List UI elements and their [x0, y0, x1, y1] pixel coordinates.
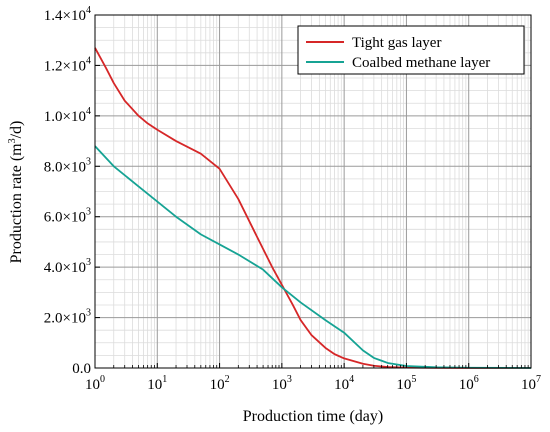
x-tick-label: 107	[521, 374, 541, 393]
y-tick-label: 6.0×103	[44, 207, 91, 226]
y-tick-label: 1.2×104	[44, 55, 91, 74]
legend-label-tight-gas: Tight gas layer	[352, 35, 441, 51]
y-tick-label: 0.0	[72, 361, 91, 377]
x-tick-label: 101	[147, 374, 167, 393]
series-line-0	[94, 47, 532, 369]
y-tick-label: 2.0×103	[44, 308, 91, 327]
y-tick-label: 4.0×103	[44, 257, 91, 276]
x-tick-label: 102	[210, 374, 230, 393]
x-tick-label: 103	[272, 374, 292, 393]
x-tick-label: 105	[396, 374, 416, 393]
y-axis-title-tail: /d)	[8, 121, 25, 139]
x-tick-label: 104	[334, 374, 354, 393]
plot-frame	[94, 14, 532, 369]
y-tick-label: 8.0×103	[44, 156, 91, 175]
axis-ticks	[94, 14, 532, 369]
x-tick-labels: 100 101 102 103 104 105 106 107	[85, 374, 541, 393]
y-tick-label: 1.4×104	[44, 5, 91, 24]
y-tick-labels: 0.0 2.0×103 4.0×103 6.0×103 8.0×103 1.0×104 1.…	[44, 5, 91, 377]
x-axis-title: Production time (day)	[243, 408, 383, 425]
minor-gridlines	[95, 15, 531, 368]
legend-box	[297, 25, 525, 75]
y-axis-title: Production rate (m3/d)	[7, 121, 25, 264]
legend-label-coalbed-methane: Coalbed methane layer	[352, 55, 490, 71]
y-axis-title-sup: 3	[7, 138, 18, 143]
x-tick-label: 106	[459, 374, 479, 393]
y-tick-label: 1.0×104	[44, 106, 91, 125]
x-tick-label: 100	[85, 374, 105, 393]
y-axis-title-main: Production rate (m	[8, 143, 25, 264]
legend: Tight gas layer Coalbed methane layer	[297, 25, 525, 75]
